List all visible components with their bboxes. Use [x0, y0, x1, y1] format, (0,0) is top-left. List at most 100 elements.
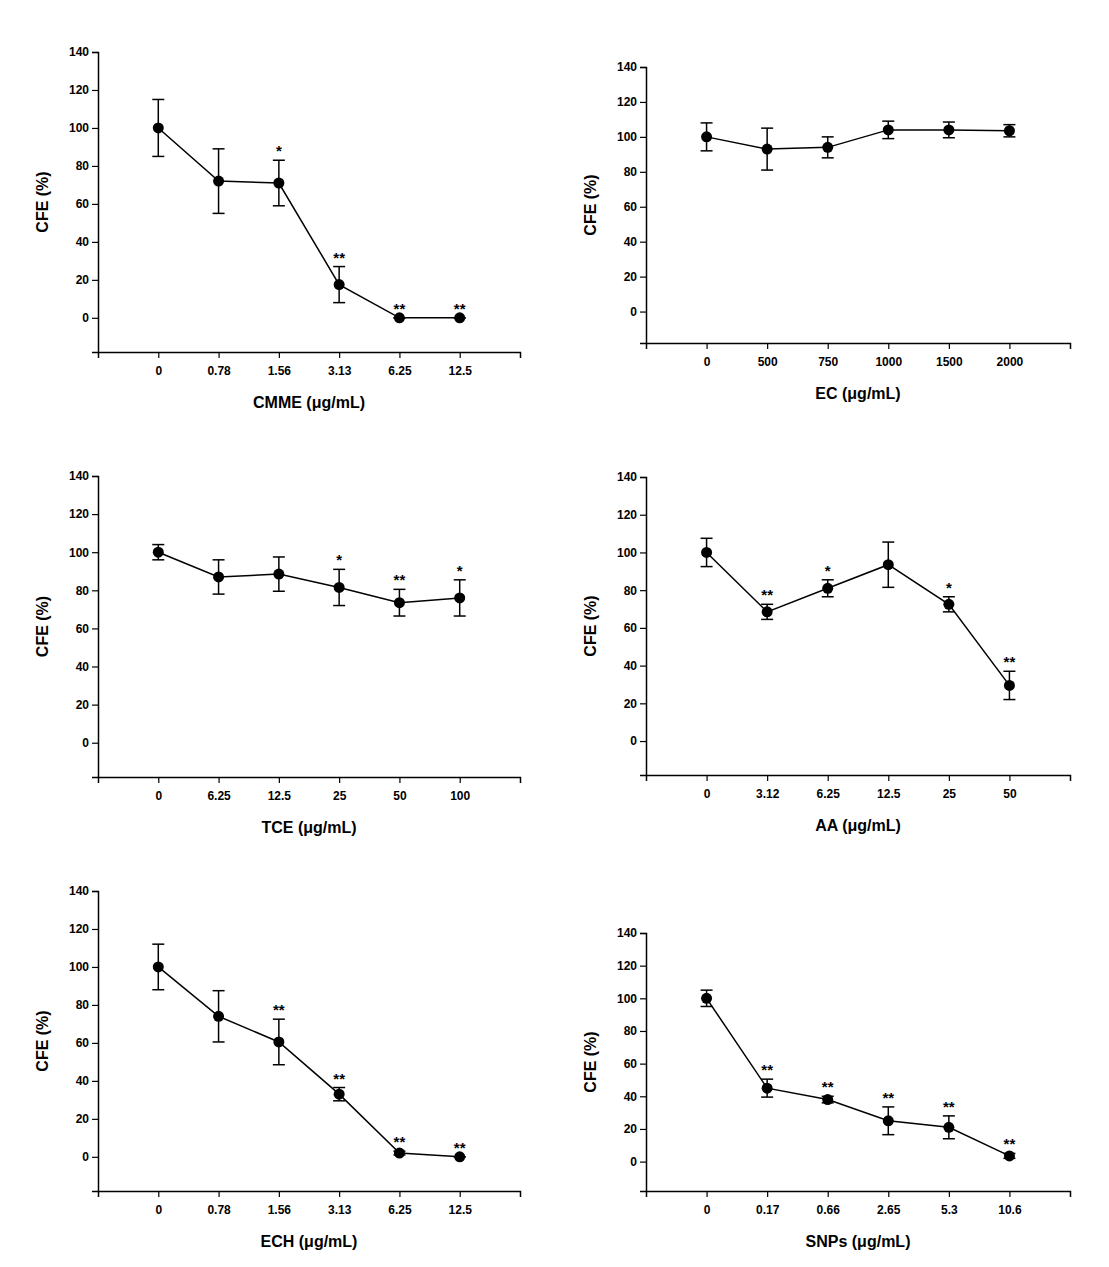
x-tick-mark [279, 1191, 280, 1197]
y-tick-label: 40 [76, 235, 90, 249]
y-tick-label: 60 [624, 621, 638, 635]
significance-label: * [825, 562, 831, 579]
error-cap [454, 579, 466, 581]
x-tick: 0 [704, 775, 711, 801]
y-axis-title: CFE (%) [582, 1031, 599, 1092]
data-point [701, 547, 712, 558]
x-tick-label: 2.65 [877, 1203, 901, 1217]
y-tick-label: 60 [624, 1057, 638, 1071]
x-tick-mark [218, 777, 219, 783]
y-tick-mark [640, 172, 646, 173]
x-axis: 03.126.2512.52550 [647, 775, 1071, 801]
error-cap [1003, 136, 1015, 138]
significance-label: ** [394, 571, 406, 588]
x-tick-mark [1009, 775, 1010, 781]
data-point [1004, 125, 1015, 136]
y-tick: 40 [624, 659, 646, 673]
x-tick: 6.25 [388, 1191, 412, 1217]
error-bar [822, 580, 834, 597]
y-tick: 80 [624, 1024, 646, 1038]
error-cap [273, 591, 285, 593]
error-cap [943, 1115, 955, 1117]
y-tick: 20 [624, 1122, 646, 1136]
x-axis: 0500750100015002000 [647, 343, 1071, 369]
y-tick: 40 [624, 235, 646, 249]
y-tick: 140 [617, 60, 646, 74]
y-tick-label: 60 [76, 622, 90, 636]
data-point [273, 1036, 284, 1047]
y-tick-label: 0 [630, 734, 637, 748]
error-bar [213, 991, 225, 1042]
error-bar [822, 137, 834, 158]
data-point [943, 1122, 954, 1133]
error-bar [152, 944, 164, 990]
y-tick-mark [92, 128, 98, 129]
data-point [273, 178, 284, 189]
y-tick-mark [92, 743, 98, 744]
y-tick-label: 80 [624, 165, 638, 179]
panel: 02040608010012014000.781.563.136.2512.5E… [34, 884, 521, 1250]
y-tick: 80 [76, 998, 98, 1012]
x-tick: 12.5 [268, 777, 292, 803]
x-tick-mark [339, 777, 340, 783]
y-tick-mark [640, 67, 646, 68]
y-tick-mark [640, 1162, 646, 1163]
y-tick-mark [92, 242, 98, 243]
y-tick-mark [92, 929, 98, 930]
x-axis-line [99, 353, 521, 359]
x-tick-mark [949, 343, 950, 349]
x-tick: 1500 [936, 343, 963, 369]
data-point [883, 559, 894, 570]
y-tick-label: 20 [76, 698, 90, 712]
y-tick-mark [92, 204, 98, 205]
x-tick: 0.17 [756, 1191, 780, 1217]
error-bar [333, 267, 345, 303]
y-tick: 40 [76, 235, 98, 249]
error-cap [761, 127, 773, 129]
error-cap [701, 566, 713, 568]
x-tick: 6.25 [817, 775, 841, 801]
error-cap [943, 611, 955, 613]
x-tick-label: 50 [393, 789, 407, 803]
x-tick-mark [767, 1191, 768, 1197]
x-tick-mark [158, 1191, 159, 1197]
x-axis: 00.781.563.136.2512.5 [99, 352, 521, 378]
x-tick-label: 25 [943, 787, 957, 801]
data-point [334, 279, 345, 290]
y-tick: 80 [76, 159, 98, 173]
y-axis: 020406080100120140 [617, 470, 647, 775]
y-tick-label: 100 [69, 121, 89, 135]
panel: 02040608010012014003.126.2512.52550AA (μ… [582, 470, 1071, 834]
x-tick-mark [399, 352, 400, 358]
y-tick: 140 [69, 469, 98, 483]
y-tick-label: 80 [76, 998, 90, 1012]
x-tick: 50 [393, 777, 407, 803]
y-axis-line [92, 892, 99, 1192]
error-bar [943, 1116, 955, 1139]
error-cap [273, 205, 285, 207]
error-bar [882, 121, 894, 138]
x-tick-label: 12.5 [449, 364, 473, 378]
data-point [943, 124, 954, 135]
data-point [762, 1083, 773, 1094]
x-axis-line [647, 776, 1071, 782]
x-tick-label: 1000 [875, 355, 902, 369]
y-tick: 20 [76, 273, 98, 287]
error-cap [273, 159, 285, 161]
error-cap [1003, 671, 1015, 673]
data-point [454, 592, 465, 603]
error-cap [882, 1106, 894, 1108]
x-axis-title: ECH (μg/mL) [261, 1233, 358, 1250]
y-tick: 100 [69, 960, 98, 974]
y-tick: 60 [76, 1036, 98, 1050]
y-tick-mark [92, 891, 98, 892]
y-tick-mark [640, 102, 646, 103]
y-tick-mark [640, 207, 646, 208]
y-tick-label: 40 [624, 659, 638, 673]
x-tick-mark [888, 775, 889, 781]
error-bar [1003, 125, 1015, 137]
x-tick-label: 6.25 [388, 364, 412, 378]
y-axis-title: CFE (%) [582, 174, 599, 235]
error-cap [761, 1096, 773, 1098]
data-point [701, 993, 712, 1004]
